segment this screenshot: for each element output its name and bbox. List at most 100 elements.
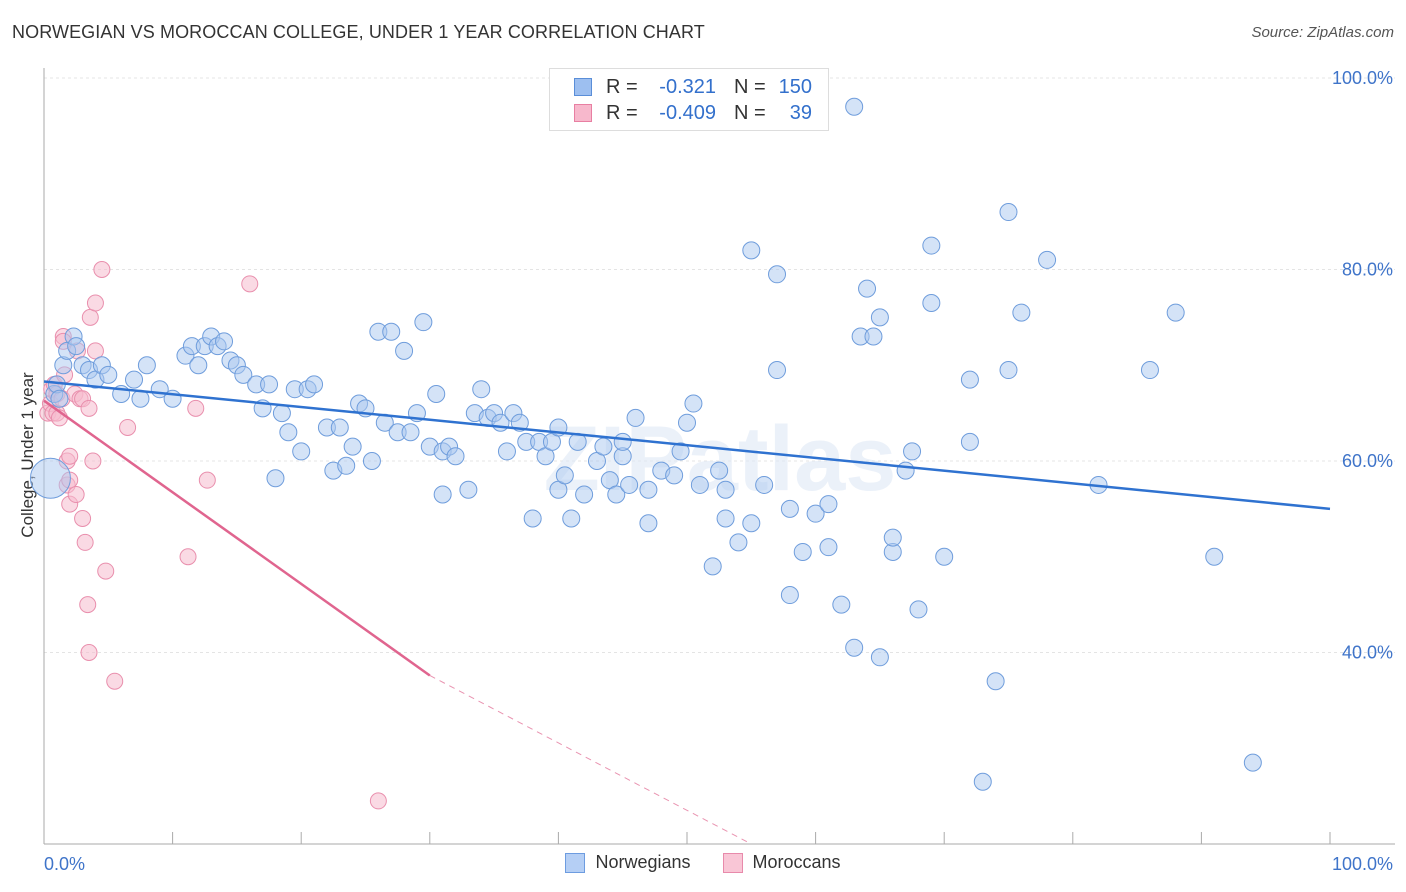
legend-item-norwegians[interactable]: Norwegians (565, 852, 691, 873)
moroccans-swatch (722, 852, 743, 873)
moroccan-point (86, 294, 104, 312)
norwegian-point (343, 437, 362, 456)
norwegian-points (29, 97, 1262, 791)
norwegian-point (330, 418, 349, 437)
norwegian-point (362, 452, 381, 470)
n-label: N = (734, 101, 766, 124)
norwegian-point (189, 356, 208, 375)
moroccan-point (93, 261, 111, 278)
norwegian-point (883, 528, 902, 547)
norwegian-point (986, 672, 1005, 691)
x-tick-label-min: 0.0% (44, 854, 85, 874)
norwegian-point (414, 313, 433, 332)
norwegian-point (716, 480, 735, 499)
norwegian-trend-line (43, 380, 1331, 511)
x-tick-label-max: 100.0% (1332, 854, 1393, 874)
norwegian-point (755, 475, 774, 494)
moroccan-point (187, 399, 205, 417)
n-label: N = (734, 75, 766, 98)
norwegian-point (1243, 753, 1262, 772)
moroccan-point (179, 548, 197, 566)
norwegian-point (710, 461, 729, 480)
norwegian-point (382, 322, 401, 341)
moroccan-point (198, 471, 216, 489)
norwegian-point (909, 600, 928, 619)
norwegian-point (768, 361, 787, 380)
moroccan-point (81, 308, 99, 326)
norwegian-point (1205, 547, 1224, 566)
y-tick-label: 40.0% (1342, 643, 1393, 663)
norwegians-label: Norwegians (595, 852, 691, 872)
norwegian-point (1038, 250, 1057, 269)
axes (43, 68, 1395, 845)
trend-lines (43, 380, 1331, 845)
norwegian-point (780, 499, 799, 518)
norwegian-point (896, 461, 915, 480)
moroccan-point (80, 399, 98, 417)
moroccan-point (67, 486, 85, 504)
moroccan-point (61, 447, 79, 465)
chart-title: NORWEGIAN VS MOROCCAN COLLEGE, UNDER 1 Y… (12, 22, 705, 42)
moroccan-point (84, 452, 102, 470)
norwegian-point (620, 475, 639, 494)
norwegian-point (690, 475, 709, 494)
norwegian-point (459, 480, 478, 499)
norwegian-point (613, 432, 632, 451)
norwegians-swatch (565, 852, 586, 873)
norwegian-point (29, 457, 71, 499)
legend-row-norwegians: R = -0.321 N = 150 (574, 74, 812, 100)
moroccan-trend-line (43, 399, 431, 677)
norwegian-point (234, 365, 253, 384)
norwegian-point (819, 538, 838, 557)
r-value: -0.409 (659, 101, 716, 124)
norwegian-point (497, 442, 516, 461)
norwegian-point (260, 375, 279, 394)
moroccan-swatch (574, 104, 592, 122)
norwegian-point (703, 557, 722, 576)
norwegian-point (1140, 361, 1159, 380)
n-value: 150 (778, 75, 812, 98)
moroccan-point (86, 342, 104, 360)
norwegian-point (607, 485, 626, 504)
norwegian-point (555, 466, 574, 485)
norwegian-point (742, 241, 761, 260)
norwegian-point (922, 294, 941, 313)
moroccan-point (369, 792, 387, 810)
moroccan-point (80, 644, 98, 661)
norwegian-point (50, 389, 69, 408)
norwegian-point (1012, 303, 1031, 322)
norwegian-point (684, 394, 703, 413)
norwegian-point (626, 408, 645, 427)
stats-legend: R = -0.321 N = 150 R = -0.409 N = 39 (549, 68, 829, 131)
norwegian-point (446, 447, 465, 466)
norwegian-point (510, 413, 529, 432)
norwegian-point (671, 442, 690, 461)
norwegian-point (401, 423, 420, 442)
norwegian-point (272, 404, 291, 423)
norwegian-point (864, 327, 883, 346)
norwegian-point (960, 370, 979, 389)
norwegian-point (125, 370, 144, 389)
legend-row-moroccans: R = -0.409 N = 39 (574, 100, 812, 126)
moroccan-point (241, 275, 259, 293)
norwegian-swatch (574, 78, 592, 96)
norwegian-point (780, 586, 799, 605)
norwegian-point (639, 480, 658, 499)
moroccan-point (97, 562, 115, 580)
norwegian-point (305, 375, 324, 394)
norwegian-point (768, 265, 787, 284)
norwegian-point (639, 514, 658, 533)
legend-item-moroccans[interactable]: Moroccans (722, 852, 841, 873)
norwegian-point (665, 466, 684, 485)
norwegian-point (832, 595, 851, 614)
moroccan-point (106, 672, 124, 690)
norwegian-point (562, 509, 581, 528)
r-label: R = (606, 75, 638, 98)
norwegian-point (215, 332, 234, 351)
n-value: 39 (789, 101, 812, 124)
source-label: Source: ZipAtlas.com (1251, 24, 1394, 41)
moroccans-label: Moroccans (752, 852, 841, 872)
norwegian-point (137, 356, 156, 375)
r-label: R = (606, 101, 638, 124)
norwegian-point (292, 442, 311, 461)
